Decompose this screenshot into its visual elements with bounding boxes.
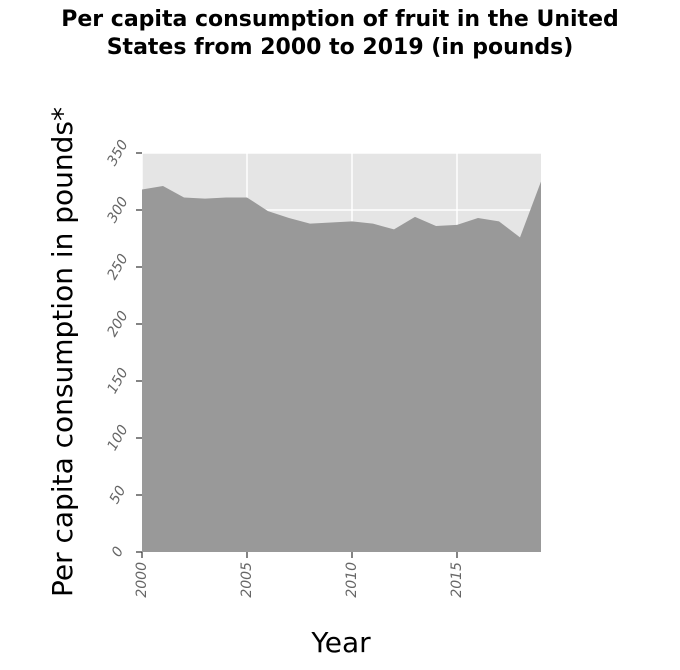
x-tick-label: 2005: [239, 562, 255, 598]
chart-title: Per capita consumption of fruit in the U…: [0, 6, 680, 62]
y-tick-label: 300: [104, 194, 131, 225]
data-area-series-0: [142, 181, 541, 552]
y-tick-label: 150: [104, 365, 131, 396]
chart-title-line-2: States from 2000 to 2019 (in pounds): [106, 35, 574, 60]
y-tick-label: 50: [107, 483, 130, 507]
y-tick-label: 250: [104, 251, 131, 282]
y-axis-title: Per capita consumption in pounds*: [46, 107, 79, 597]
chart-title-line-1: Per capita consumption of fruit in the U…: [61, 7, 619, 32]
y-tick-label: 350: [104, 137, 131, 168]
data-area-layer: [142, 181, 541, 552]
y-tick-label: 100: [104, 422, 131, 453]
x-tick-label: 2010: [344, 562, 360, 598]
x-tick-label: 2000: [134, 562, 150, 598]
y-tick-label: 200: [104, 308, 131, 339]
x-tick-label: 2015: [449, 562, 465, 598]
x-axis-title: Year: [310, 626, 371, 659]
y-tick-label: 0: [109, 544, 127, 560]
